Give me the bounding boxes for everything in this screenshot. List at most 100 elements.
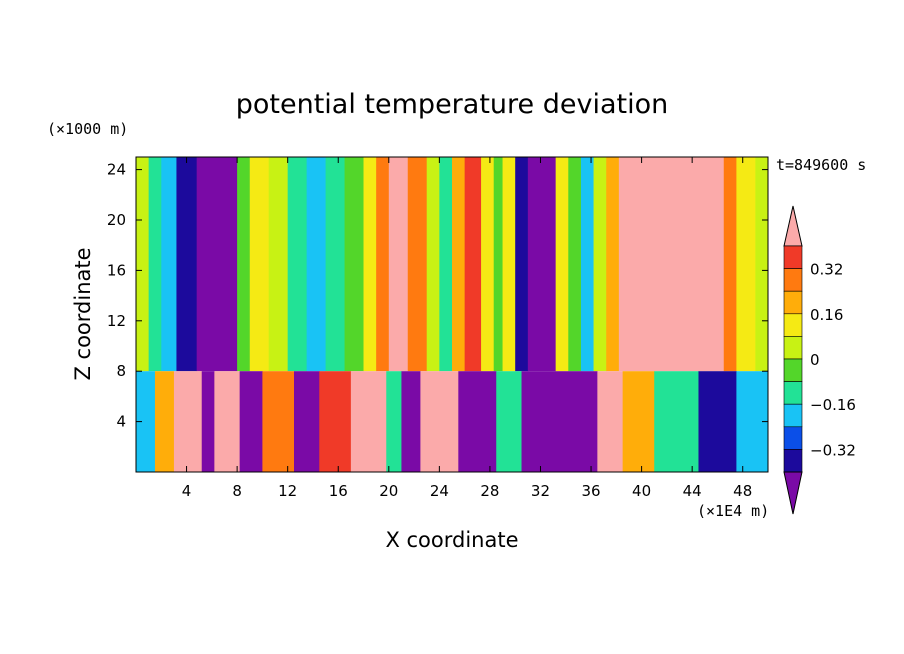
x-tick-label: 24 bbox=[430, 482, 449, 500]
upper-layer-column-12 bbox=[363, 157, 377, 372]
upper-layer-column-26 bbox=[568, 157, 582, 372]
lower-layer-column-11 bbox=[401, 371, 421, 472]
colorbar-swatch bbox=[783, 313, 803, 337]
lower-layer-column-8 bbox=[319, 371, 352, 472]
lower-layer-column-5 bbox=[239, 371, 263, 472]
colorbar-swatch bbox=[783, 358, 803, 382]
upper-layer-column-7 bbox=[268, 157, 289, 372]
lower-layer-column-4 bbox=[214, 371, 241, 472]
upper-layer-column-2 bbox=[161, 157, 177, 372]
x-tick-label: 48 bbox=[733, 482, 752, 500]
lower-layer-column-12 bbox=[420, 371, 459, 472]
upper-layer-column-32 bbox=[736, 157, 756, 372]
x-axis-ticks: 4 8 12 16 20 24 28 32 36 40 44 48 bbox=[182, 157, 752, 500]
upper-layer-column-22 bbox=[502, 157, 516, 372]
y-tick-label: 12 bbox=[107, 312, 126, 330]
chart-title: potential temperature deviation bbox=[236, 89, 668, 120]
y-axis-ticks: 4 8 12 16 20 24 bbox=[107, 161, 768, 431]
x-unit-label: (×1E4 m) bbox=[697, 502, 769, 520]
x-tick-label: 4 bbox=[182, 482, 192, 500]
upper-layer-column-23 bbox=[515, 157, 529, 372]
colorbar-level-label: 0.32 bbox=[810, 261, 843, 279]
upper-layer-column-20 bbox=[481, 157, 495, 372]
colorbar-level-label: −0.16 bbox=[810, 396, 856, 414]
colorbar-swatch bbox=[783, 403, 803, 428]
upper-layer-column-17 bbox=[439, 157, 453, 372]
upper-layer-column-16 bbox=[426, 157, 440, 372]
upper-layer-column-29 bbox=[606, 157, 620, 372]
colorbar-swatch bbox=[783, 381, 803, 405]
colorbar-max-triangle bbox=[783, 205, 803, 247]
x-tick-label: 16 bbox=[329, 482, 348, 500]
y-tick-label: 8 bbox=[116, 362, 126, 380]
colorbar-min-triangle bbox=[783, 471, 803, 515]
upper-layer-column-6 bbox=[249, 157, 270, 372]
lower-layer-column-13 bbox=[458, 371, 497, 472]
upper-layer-column-14 bbox=[388, 157, 409, 372]
upper-layer-column-18 bbox=[452, 157, 466, 372]
lower-layer-column-15 bbox=[521, 371, 598, 472]
upper-layer-column-11 bbox=[344, 157, 364, 372]
plot-area bbox=[135, 156, 769, 473]
upper-layer-column-15 bbox=[407, 157, 428, 372]
upper-layer-column-5 bbox=[237, 157, 251, 372]
colorbar-level-label: −0.32 bbox=[810, 441, 856, 459]
upper-layer-column-25 bbox=[555, 157, 569, 372]
upper-layer-column-27 bbox=[580, 157, 594, 372]
x-tick-label: 36 bbox=[581, 482, 600, 500]
lower-layer-column-7 bbox=[294, 371, 320, 472]
upper-layer-column-9 bbox=[306, 157, 326, 372]
upper-layer-column-31 bbox=[723, 157, 737, 372]
lower-layer-column-2 bbox=[173, 371, 203, 472]
colorbar-level-label: 0 bbox=[810, 351, 820, 369]
x-tick-label: 40 bbox=[632, 482, 651, 500]
y-tick-label: 16 bbox=[107, 261, 126, 279]
x-tick-label: 20 bbox=[379, 482, 398, 500]
colorbar-level-label: 0.16 bbox=[810, 306, 843, 324]
y-tick-label: 20 bbox=[107, 211, 126, 229]
lower-layer-column-1 bbox=[154, 371, 175, 472]
upper-layer-column-13 bbox=[376, 157, 390, 372]
lower-layer-column-19 bbox=[698, 371, 737, 472]
lower-layer-column-18 bbox=[654, 371, 699, 472]
y-tick-label: 4 bbox=[116, 413, 126, 431]
lower-layer-column-6 bbox=[262, 371, 295, 472]
colorbar: 0.32 0.16 0 −0.16 −0.32 bbox=[783, 205, 856, 515]
y-tick-label: 24 bbox=[107, 161, 126, 179]
x-tick-label: 28 bbox=[480, 482, 499, 500]
colorbar-swatch bbox=[783, 245, 803, 269]
lower-layer-column-16 bbox=[597, 371, 624, 472]
x-tick-label: 44 bbox=[683, 482, 702, 500]
upper-layer-column-0 bbox=[136, 157, 150, 372]
upper-layer-column-24 bbox=[527, 157, 557, 372]
colorbar-swatch bbox=[783, 426, 803, 450]
y-unit-label: (×1000 m) bbox=[47, 120, 128, 138]
upper-layer-column-28 bbox=[593, 157, 607, 372]
lower-layer-column-0 bbox=[136, 371, 156, 472]
colorbar-swatch bbox=[783, 449, 803, 473]
colorbar-swatch bbox=[783, 336, 803, 360]
upper-layer-column-21 bbox=[493, 157, 503, 372]
upper-layer-column-10 bbox=[325, 157, 345, 372]
upper-layer-column-1 bbox=[148, 157, 162, 372]
upper-layer-column-19 bbox=[464, 157, 482, 372]
upper-layer-column-4 bbox=[196, 157, 238, 372]
lower-layer-column-9 bbox=[350, 371, 387, 472]
time-label: t=849600 s bbox=[776, 156, 866, 174]
colorbar-swatch bbox=[783, 290, 803, 315]
x-tick-label: 8 bbox=[232, 482, 242, 500]
y-axis-label: Z coordinate bbox=[71, 247, 95, 380]
x-tick-label: 32 bbox=[531, 482, 550, 500]
x-tick-label: 12 bbox=[278, 482, 297, 500]
upper-layer-column-33 bbox=[755, 157, 769, 372]
lower-layer-column-3 bbox=[201, 371, 215, 472]
lower-layer-column-14 bbox=[496, 371, 522, 472]
lower-layer-column-10 bbox=[386, 371, 402, 472]
x-axis-label: X coordinate bbox=[385, 528, 518, 552]
plot-frame bbox=[135, 156, 769, 473]
lower-layer-column-17 bbox=[622, 371, 655, 472]
upper-layer-column-8 bbox=[287, 157, 308, 372]
colorbar-swatch bbox=[783, 268, 803, 292]
upper-layer-column-30 bbox=[618, 157, 725, 372]
